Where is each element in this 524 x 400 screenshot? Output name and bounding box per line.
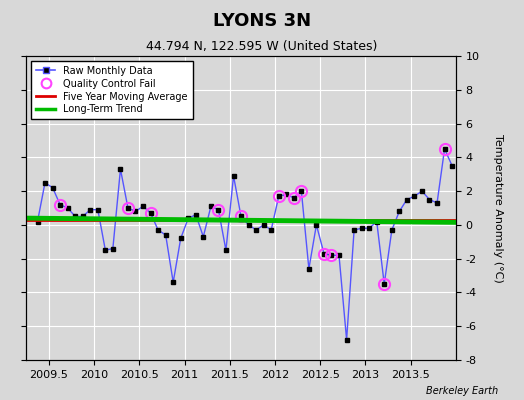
Legend: Raw Monthly Data, Quality Control Fail, Five Year Moving Average, Long-Term Tren: Raw Monthly Data, Quality Control Fail, … — [31, 61, 192, 119]
Text: Berkeley Earth: Berkeley Earth — [425, 386, 498, 396]
Y-axis label: Temperature Anomaly (°C): Temperature Anomaly (°C) — [494, 134, 504, 282]
Text: 44.794 N, 122.595 W (United States): 44.794 N, 122.595 W (United States) — [146, 40, 378, 53]
Text: LYONS 3N: LYONS 3N — [213, 12, 311, 30]
